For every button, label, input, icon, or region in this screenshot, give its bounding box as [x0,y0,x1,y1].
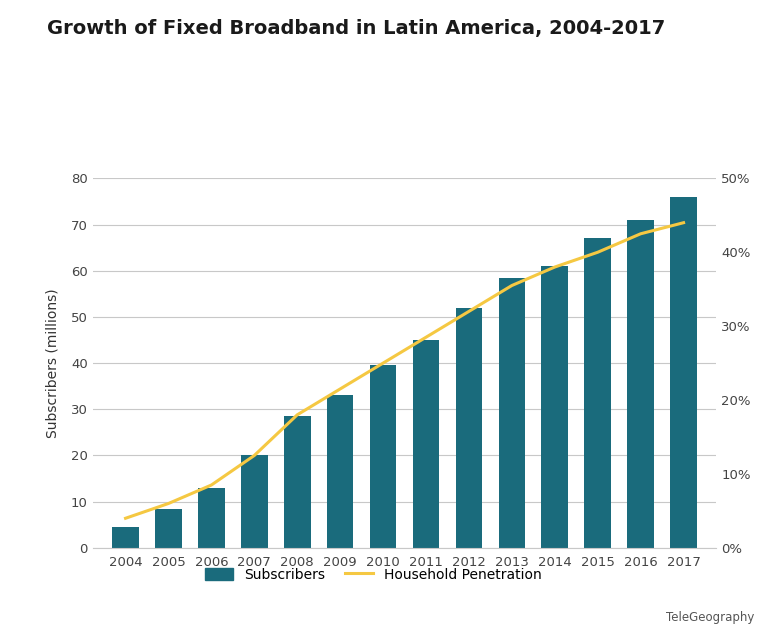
Bar [456,308,482,548]
Bar [412,340,440,548]
Bar [327,396,353,548]
Y-axis label: Subscribers (millions): Subscribers (millions) [46,289,60,438]
Bar [584,238,611,548]
Bar [155,508,182,548]
Text: Growth of Fixed Broadband in Latin America, 2004-2017: Growth of Fixed Broadband in Latin Ameri… [47,19,665,38]
Bar [499,278,525,548]
Legend: Subscribers, Household Penetration: Subscribers, Household Penetration [198,561,549,589]
Text: TeleGeography: TeleGeography [666,612,755,624]
Bar [671,197,697,548]
Bar [541,266,568,548]
Bar [627,220,654,548]
Bar [198,488,225,548]
Bar [370,366,397,548]
Bar [284,416,310,548]
Bar [112,527,138,548]
Bar [241,455,268,548]
